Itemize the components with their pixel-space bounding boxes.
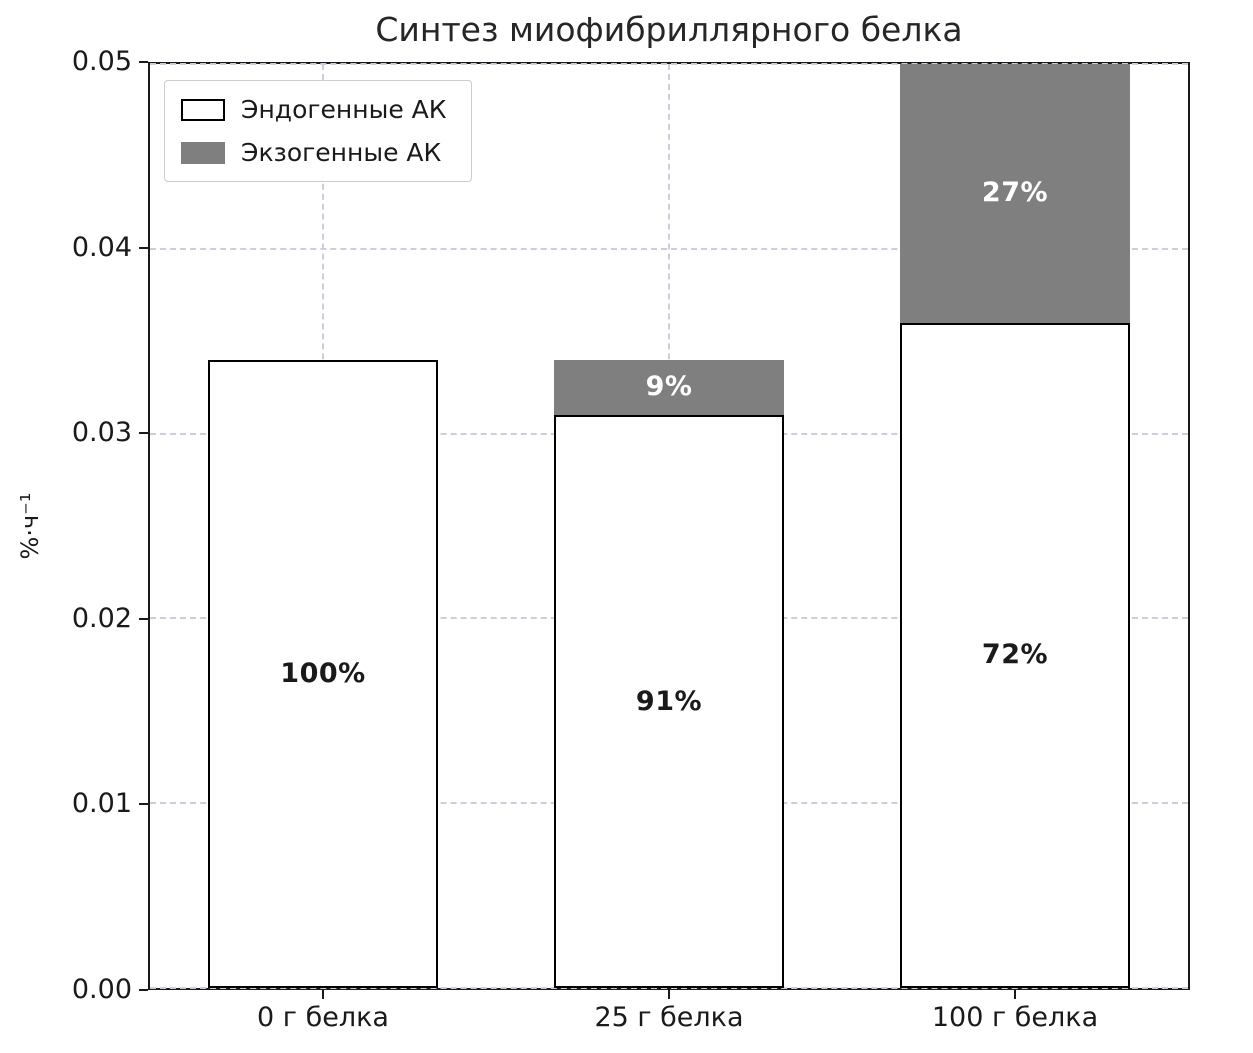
bar-value-label: 27% [981, 177, 1049, 209]
legend-label: Эндогенные АК [241, 95, 447, 124]
y-tick-mark [139, 989, 148, 991]
y-tick-mark [139, 61, 148, 63]
legend-item: Экзогенные АК [181, 138, 447, 167]
bar-value-label: 100% [280, 657, 366, 689]
x-tick-label: 25 г белка [594, 1002, 744, 1033]
y-tick-label: 0.04 [71, 231, 132, 263]
y-tick-label: 0.00 [71, 974, 132, 1005]
legend-swatch [181, 141, 225, 164]
y-tick-mark [139, 246, 148, 249]
bar-value-label: 72% [981, 639, 1049, 671]
bar-segment [208, 359, 438, 988]
x-tick-mark [322, 990, 324, 999]
y-tick-label: 0.05 [71, 46, 132, 77]
bar-segment [554, 415, 784, 988]
x-tick-label: 100 г белка [931, 1002, 1099, 1033]
x-tick-mark [1014, 990, 1016, 999]
bar-value-label: 9% [645, 371, 693, 403]
y-tick-label: 0.01 [71, 788, 132, 820]
y-tick-mark [139, 803, 148, 806]
y-tick-mark [139, 432, 148, 435]
bar-value-label: 91% [635, 685, 703, 717]
plot-area: 100% 91% 9% 72% 27% Эндогенные АК Экзогенные А… [148, 62, 1190, 990]
y-tick-label: 0.02 [71, 602, 132, 634]
x-tick-mark [668, 990, 670, 999]
x-tick-label: 0 г белка [257, 1002, 389, 1033]
bar-segment [900, 322, 1130, 988]
bar-segment [900, 64, 1130, 323]
legend-label: Экзогенные АК [241, 138, 442, 167]
y-tick-mark [139, 617, 148, 620]
legend-swatch [181, 98, 225, 121]
bar-segment [554, 359, 784, 416]
gridline-horizontal [150, 987, 1188, 989]
legend-item: Эндогенные АК [181, 95, 447, 124]
chart-title: Синтез миофибриллярного белка [375, 10, 963, 49]
y-tick-label: 0.03 [71, 417, 132, 449]
legend: Эндогенные АК Экзогенные АК [164, 80, 472, 182]
y-axis-label: %·ч⁻¹ [16, 492, 44, 560]
